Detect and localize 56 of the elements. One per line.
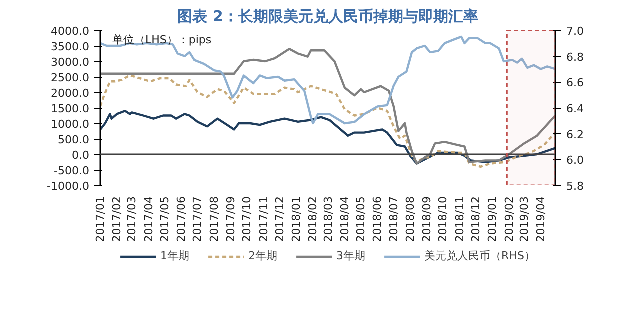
- y2-tick-label: 6.8: [566, 50, 584, 64]
- x-tick-label: 2017/12: [273, 196, 286, 242]
- x-tick-label: 2018/03: [322, 196, 335, 242]
- x-tick-label: 2017/10: [240, 196, 254, 242]
- y-tick-label: 500.0: [58, 134, 90, 146]
- x-tick-label: 2019/04: [534, 196, 548, 242]
- x-tick-label: 2018/05: [354, 196, 368, 242]
- y2-tick-label: 5.8: [566, 180, 584, 193]
- x-tick-label: 2018/08: [404, 196, 417, 242]
- legend-label: 美元兑人民币（RHS）: [424, 248, 536, 264]
- y-tick-label: -500.0: [54, 164, 90, 178]
- x-tick-label: 2019/02: [502, 196, 516, 242]
- x-tick-label: 2018/04: [338, 196, 352, 242]
- x-tick-label: 2018/02: [306, 196, 320, 242]
- y-tick-label: 1500.0: [51, 102, 90, 116]
- y2-tick-label: 6.2: [566, 128, 584, 142]
- x-tick-label: 2017/05: [158, 196, 172, 242]
- x-tick-label: 2018/06: [371, 196, 384, 242]
- y2-tick-label: 6.6: [566, 76, 584, 90]
- x-tick-label: 2018/11: [453, 196, 466, 242]
- y2-tick-label: 6.4: [566, 102, 584, 116]
- x-tick-label: 2018/09: [420, 196, 434, 242]
- line-series: [100, 48, 556, 165]
- line-series: [100, 110, 556, 165]
- x-tick-label: 2019/03: [518, 196, 531, 242]
- x-tick-label: 2018/07: [387, 196, 400, 242]
- y-tick-label: 1000.0: [51, 118, 90, 131]
- x-tick-label: 2019/01: [486, 196, 500, 242]
- y-tick-label: -1000.0: [47, 180, 90, 193]
- x-tick-label: 2017/09: [224, 196, 238, 242]
- y-tick-label: 2500.0: [51, 72, 90, 84]
- x-tick-label: 2017/04: [142, 196, 156, 242]
- x-tick-label: 2018/10: [436, 196, 450, 242]
- x-tick-label: 2017/11: [257, 196, 270, 242]
- x-tick-label: 2017/03: [126, 196, 139, 242]
- y-tick-label: 0.0: [72, 149, 90, 162]
- x-tick-label: 2017/07: [191, 196, 204, 242]
- x-tick-label: 2017/01: [94, 196, 107, 242]
- y-tick-label: 3000.0: [51, 56, 90, 69]
- annotation: 单位（LHS）：pips: [112, 34, 212, 46]
- x-tick-label: 2017/08: [208, 196, 221, 242]
- y-tick-label: 3500.0: [51, 40, 90, 54]
- legend-label: 1年期: [160, 248, 190, 264]
- y2-tick-label: 7.0: [566, 25, 584, 38]
- y2-tick-label: 6.0: [566, 154, 584, 168]
- x-tick-label: 2017/06: [175, 196, 188, 242]
- x-tick-label: 2018/01: [290, 196, 304, 242]
- chart-title: 图表 2：长期限美元兑人民币掉期与即期汇率: [178, 8, 478, 26]
- y-tick-label: 2000.0: [51, 87, 90, 100]
- x-tick-label: 2017/02: [110, 196, 124, 242]
- legend-label: 2年期: [248, 248, 278, 264]
- legend-label: 3年期: [336, 248, 366, 264]
- y-tick-label: 4000.0: [51, 25, 90, 38]
- line-series: [100, 36, 556, 125]
- x-tick-label: 2018/12: [469, 196, 482, 242]
- line-series: [100, 74, 556, 168]
